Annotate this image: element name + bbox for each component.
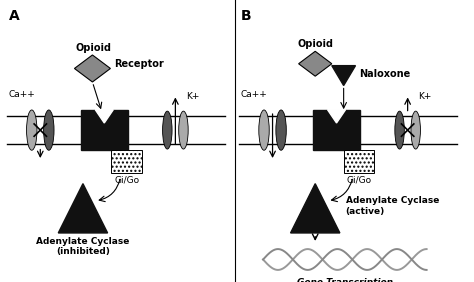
Ellipse shape <box>276 110 286 150</box>
Polygon shape <box>332 66 356 85</box>
Text: Opioid: Opioid <box>297 39 333 49</box>
Bar <box>111 150 142 173</box>
Ellipse shape <box>395 111 404 149</box>
Ellipse shape <box>27 110 37 150</box>
Bar <box>313 110 360 150</box>
Text: Adenylate Cyclase
(inhibited): Adenylate Cyclase (inhibited) <box>36 237 129 256</box>
Text: B: B <box>241 9 251 23</box>
Polygon shape <box>291 184 340 233</box>
Text: Gi/Go: Gi/Go <box>346 175 372 184</box>
Text: Gi/Go: Gi/Go <box>114 175 139 184</box>
Text: Naloxone: Naloxone <box>359 69 410 79</box>
Bar <box>344 150 374 173</box>
Text: Gene Transcription
(cFos): Gene Transcription (cFos) <box>297 278 393 282</box>
Ellipse shape <box>44 110 54 150</box>
Text: K+: K+ <box>418 92 431 101</box>
Text: Ca++: Ca++ <box>9 90 35 99</box>
Polygon shape <box>58 184 108 233</box>
Text: Ca++: Ca++ <box>241 90 267 99</box>
Polygon shape <box>95 110 113 123</box>
Text: K+: K+ <box>186 92 199 101</box>
Polygon shape <box>74 55 110 82</box>
Text: Adenylate Cyclase
(active): Adenylate Cyclase (active) <box>346 196 439 216</box>
Polygon shape <box>299 51 332 76</box>
Ellipse shape <box>259 110 269 150</box>
Ellipse shape <box>179 111 188 149</box>
Polygon shape <box>328 110 346 123</box>
Ellipse shape <box>411 111 420 149</box>
Ellipse shape <box>163 111 172 149</box>
Text: Opioid: Opioid <box>75 43 111 53</box>
Text: A: A <box>9 9 19 23</box>
Bar <box>81 110 128 150</box>
Text: Receptor: Receptor <box>114 59 164 69</box>
